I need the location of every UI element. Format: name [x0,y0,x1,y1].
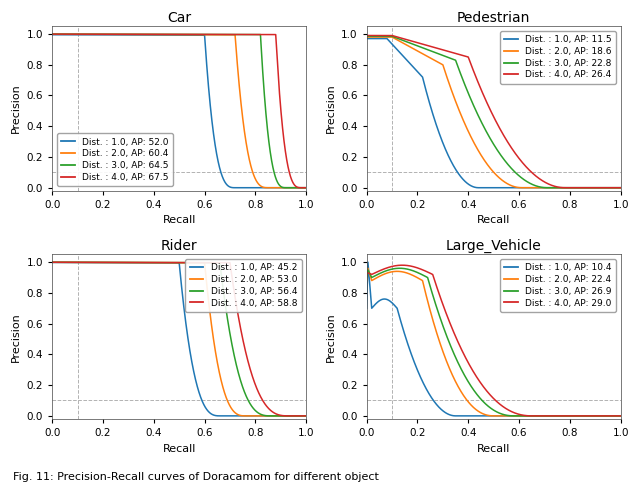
X-axis label: Recall: Recall [477,215,510,226]
Legend: Dist. : 1.0, AP: 45.2, Dist. : 2.0, AP: 53.0, Dist. : 3.0, AP: 56.4, Dist. : 4.0: Dist. : 1.0, AP: 45.2, Dist. : 2.0, AP: … [186,259,301,312]
X-axis label: Recall: Recall [477,443,510,454]
Title: Large_Vehicle: Large_Vehicle [446,239,541,254]
Y-axis label: Precision: Precision [11,84,21,134]
Title: Pedestrian: Pedestrian [457,11,531,25]
Text: Fig. 11: Precision-Recall curves of Doracamom for different object: Fig. 11: Precision-Recall curves of Dora… [13,471,379,482]
Y-axis label: Precision: Precision [326,312,335,362]
X-axis label: Recall: Recall [163,215,196,226]
Legend: Dist. : 1.0, AP: 10.4, Dist. : 2.0, AP: 22.4, Dist. : 3.0, AP: 26.9, Dist. : 4.0: Dist. : 1.0, AP: 10.4, Dist. : 2.0, AP: … [500,259,616,312]
Title: Car: Car [167,11,191,25]
Y-axis label: Precision: Precision [11,312,21,362]
Title: Rider: Rider [161,239,198,253]
Legend: Dist. : 1.0, AP: 52.0, Dist. : 2.0, AP: 60.4, Dist. : 3.0, AP: 64.5, Dist. : 4.0: Dist. : 1.0, AP: 52.0, Dist. : 2.0, AP: … [57,133,173,186]
Y-axis label: Precision: Precision [326,84,335,134]
Legend: Dist. : 1.0, AP: 11.5, Dist. : 2.0, AP: 18.6, Dist. : 3.0, AP: 22.8, Dist. : 4.0: Dist. : 1.0, AP: 11.5, Dist. : 2.0, AP: … [500,31,616,84]
X-axis label: Recall: Recall [163,443,196,454]
